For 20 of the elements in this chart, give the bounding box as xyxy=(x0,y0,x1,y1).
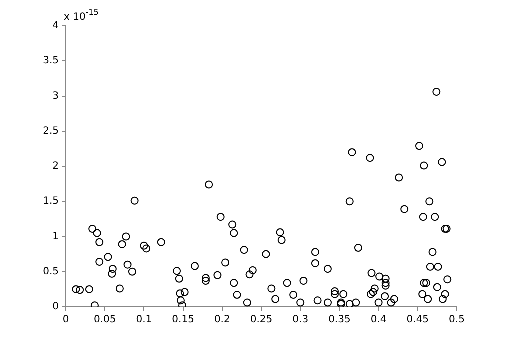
x-tick-label: 0.4 xyxy=(370,314,387,326)
x-tick-label: 0.05 xyxy=(94,314,116,326)
y-tick-label: 4 xyxy=(52,20,59,32)
x-tick-label: 0.25 xyxy=(250,314,273,326)
y-tick-label: 1 xyxy=(52,231,59,242)
x-tick-label: 0.1 xyxy=(136,314,152,326)
y-tick-label: 2 xyxy=(52,161,59,172)
x-tick-label: 0 xyxy=(62,314,70,326)
x-tick-label: 0.45 xyxy=(406,314,430,326)
x-tick-label: 0.35 xyxy=(328,314,351,326)
y-tick-label: 0.5 xyxy=(43,266,59,278)
x-tick-label: 0.5 xyxy=(449,314,465,326)
y-tick-label: 3 xyxy=(52,90,59,102)
x-tick-label: 0.15 xyxy=(172,314,194,326)
y-tick-label: 1.5 xyxy=(43,196,59,208)
y-tick-label: 0 xyxy=(52,302,59,313)
x-tick-label: 0.3 xyxy=(292,314,309,326)
y-tick-label: 3.5 xyxy=(43,56,59,67)
y-tick-label: 2.5 xyxy=(43,126,59,137)
x-tick-label: 0.2 xyxy=(214,314,230,326)
